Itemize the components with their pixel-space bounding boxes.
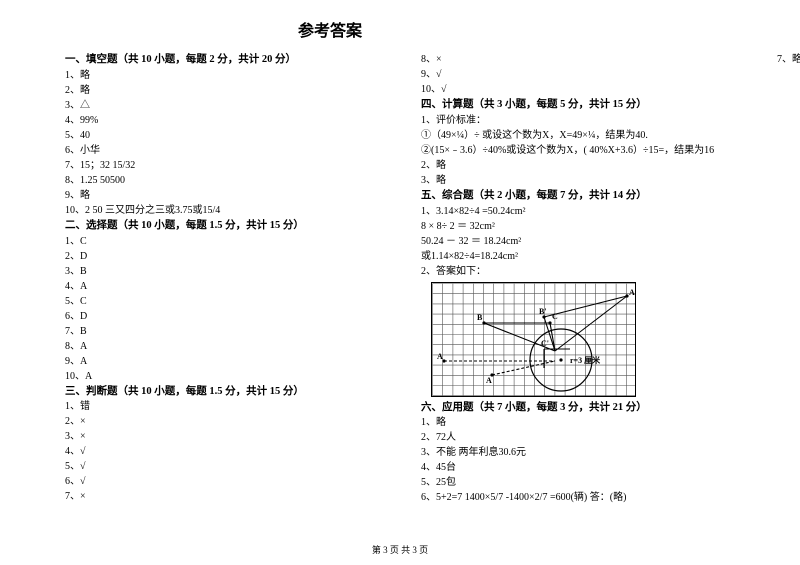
section-4-header: 四、计算题（共 3 小题，每题 5 分，共计 15 分）	[421, 97, 755, 113]
svg-text:B: B	[477, 313, 483, 322]
svg-text:C: C	[552, 312, 558, 321]
answer-item: 2、略	[65, 83, 399, 98]
answer-item: 9、√	[421, 67, 755, 82]
answer-item: 3、不能 两年利息30.6元	[421, 445, 755, 460]
answer-item: 4、45台	[421, 460, 755, 475]
answer-item: 10、2 50 三又四分之三或3.75或15/4	[65, 203, 399, 218]
answer-item: 2、答案如下：	[421, 264, 755, 279]
answer-item: 2、72人	[421, 430, 755, 445]
answer-item: 10、A	[65, 369, 399, 384]
section-1-header: 一、填空题（共 10 小题，每题 2 分，共计 20 分）	[65, 52, 399, 68]
answer-item: 3、B	[65, 264, 399, 279]
answer-item: 6、5+2=7 1400×5/7 -1400×2/7 =600(辆) 答：(略)	[421, 490, 755, 505]
svg-text:B': B'	[539, 307, 547, 316]
answer-item: 1、略	[421, 415, 755, 430]
answer-item: 1、略	[65, 68, 399, 83]
answer-item: 5、√	[65, 459, 399, 474]
answer-item: 6、√	[65, 474, 399, 489]
answer-item: 9、略	[65, 188, 399, 203]
answer-item: 5、C	[65, 294, 399, 309]
answer-item: 9、A	[65, 354, 399, 369]
answer-item: 4、99%	[65, 113, 399, 128]
section-6-header: 六、应用题（共 7 小题，每题 3 分，共计 21 分）	[421, 400, 755, 416]
answer-item: 8 × 8÷ 2 ＝ 32cm²	[421, 219, 755, 234]
answer-item: 3、△	[65, 98, 399, 113]
answer-item: 1、3.14×82÷4 =50.24cm²	[421, 204, 755, 219]
answer-item: 2、略	[421, 158, 755, 173]
answer-item: 2、×	[65, 414, 399, 429]
answer-item: 2、D	[65, 249, 399, 264]
answer-item: 5、25包	[421, 475, 755, 490]
answer-item: 或1.14×82÷4=18.24cm²	[421, 249, 755, 264]
section-5-header: 五、综合题（共 2 小题，每题 7 分，共计 14 分）	[421, 188, 755, 204]
svg-text:C': C'	[541, 339, 549, 348]
answer-item: 7、×	[65, 489, 399, 504]
answer-item: ②(15×﹣3.6）÷40%或设这个数为X，( 40%X+3.6）÷15=，结果…	[421, 143, 755, 158]
svg-text:A': A'	[629, 288, 636, 297]
page-title: 参考答案	[0, 20, 755, 44]
page-content: 参考答案 一、填空题（共 10 小题，每题 2 分，共计 20 分） 1、略 2…	[0, 0, 800, 520]
answer-item: 5、40	[65, 128, 399, 143]
answer-item: 50.24 － 32 ＝ 18.24cm²	[421, 234, 755, 249]
page-footer: 第 3 页 共 3 页	[0, 544, 800, 558]
answer-item: 3、×	[65, 429, 399, 444]
answer-item: 4、√	[65, 444, 399, 459]
answer-item: 10、√	[421, 82, 755, 97]
answer-item: 8、A	[65, 339, 399, 354]
answer-item: 7、15；32 15/32	[65, 158, 399, 173]
figure-svg: A A B C A' B' C' r=3 厘米	[432, 283, 636, 397]
section-3-header: 三、判断题（共 10 小题，每题 1.5 分，共计 15 分）	[65, 384, 399, 400]
answer-item: 8、1.25 50500	[65, 173, 399, 188]
geometry-figure: A A B C A' B' C' r=3 厘米	[431, 282, 636, 397]
answer-item: 7、B	[65, 324, 399, 339]
answer-item: 1、评价标准：	[421, 113, 755, 128]
svg-text:A: A	[486, 376, 492, 385]
svg-text:A: A	[437, 352, 443, 361]
svg-text:r=3 厘米: r=3 厘米	[570, 355, 601, 365]
answer-item: ①（49×¼）÷ 或设这个数为X，X=49×¼，结果为40.	[421, 128, 755, 143]
answer-item: 1、C	[65, 234, 399, 249]
answer-item: 4、A	[65, 279, 399, 294]
answer-item: 6、小华	[65, 143, 399, 158]
answer-item: 8、×	[421, 52, 755, 67]
answer-item: 3、略	[421, 173, 755, 188]
answer-item: 6、D	[65, 309, 399, 324]
answer-item: 1、错	[65, 399, 399, 414]
section-2-header: 二、选择题（共 10 小题，每题 1.5 分，共计 15 分）	[65, 218, 399, 234]
answer-item: 7、略	[777, 52, 800, 67]
